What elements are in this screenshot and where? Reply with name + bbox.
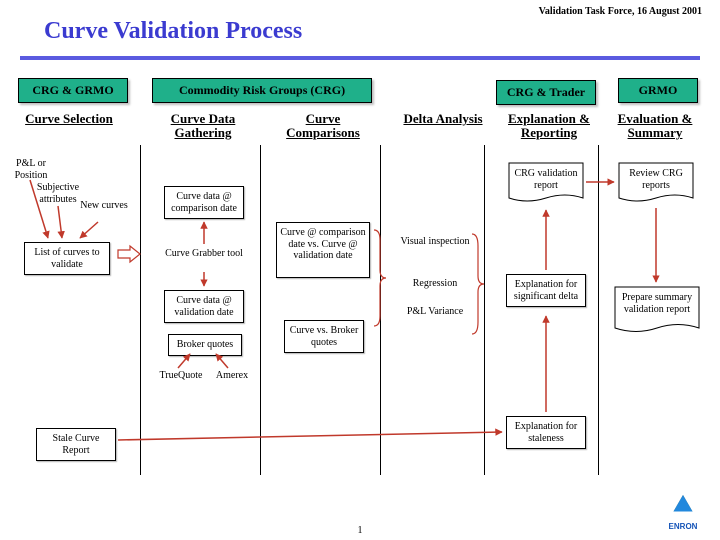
- divider-4: [484, 145, 485, 475]
- text-pl-position: P&L or Position: [6, 158, 56, 181]
- text-regression: Regression: [400, 278, 470, 290]
- col-curve-data: Curve Data Gathering: [148, 112, 258, 141]
- enron-logo: ENRON: [658, 492, 708, 532]
- group-header-grmo: GRMO: [618, 78, 698, 103]
- doc-crg-report-label: CRG validation report: [514, 168, 577, 191]
- text-truequote: TrueQuote: [156, 370, 206, 382]
- group-header-crg-trader: CRG & Trader: [496, 80, 596, 105]
- text-grabber: Curve Grabber tool: [160, 248, 248, 260]
- header-date: Validation Task Force, 16 August 2001: [539, 6, 702, 17]
- box-cd-comp: Curve data @ comparison date: [164, 186, 244, 219]
- divider-2: [260, 145, 261, 475]
- box-list-curves: List of curves to validate: [24, 242, 110, 275]
- svg-text:ENRON: ENRON: [669, 522, 698, 531]
- doc-prepare-summary: Prepare summary validation report: [614, 286, 700, 336]
- text-pl-variance: P&L Variance: [400, 306, 470, 318]
- box-stale-report: Stale Curve Report: [36, 428, 116, 461]
- page-title: Curve Validation Process: [44, 18, 302, 45]
- divider-1: [140, 145, 141, 475]
- col-curve-comparisons: Curve Comparisons: [268, 112, 378, 141]
- doc-review-crg-label: Review CRG reports: [629, 168, 683, 191]
- text-visual: Visual inspection: [400, 236, 470, 248]
- text-subjective: Subjective attributes: [30, 182, 86, 205]
- box-exp-stale: Explanation for staleness: [506, 416, 586, 449]
- doc-review-crg: Review CRG reports: [618, 162, 694, 206]
- text-amerex: Amerex: [212, 370, 252, 382]
- col-curve-selection: Curve Selection: [14, 112, 124, 126]
- box-broker-quotes: Broker quotes: [168, 334, 242, 356]
- box-cd-val: Curve data @ validation date: [164, 290, 244, 323]
- box-exp-delta: Explanation for significant delta: [506, 274, 586, 307]
- doc-prepare-summary-label: Prepare summary validation report: [622, 292, 692, 315]
- page-number: 1: [358, 525, 363, 536]
- col-evaluation: Evaluation & Summary: [600, 112, 710, 141]
- col-explanation: Explanation & Reporting: [494, 112, 604, 141]
- group-header-crg: Commodity Risk Groups (CRG): [152, 78, 372, 103]
- box-cmp1: Curve @ comparison date vs. Curve @ vali…: [276, 222, 370, 278]
- title-rule: [20, 56, 700, 60]
- divider-5: [598, 145, 599, 475]
- doc-crg-report: CRG validation report: [508, 162, 584, 206]
- text-new-curves: New curves: [80, 200, 128, 212]
- box-cmp2: Curve vs. Broker quotes: [284, 320, 364, 353]
- group-header-crg-grmo: CRG & GRMO: [18, 78, 128, 103]
- col-delta-analysis: Delta Analysis: [388, 112, 498, 126]
- divider-3: [380, 145, 381, 475]
